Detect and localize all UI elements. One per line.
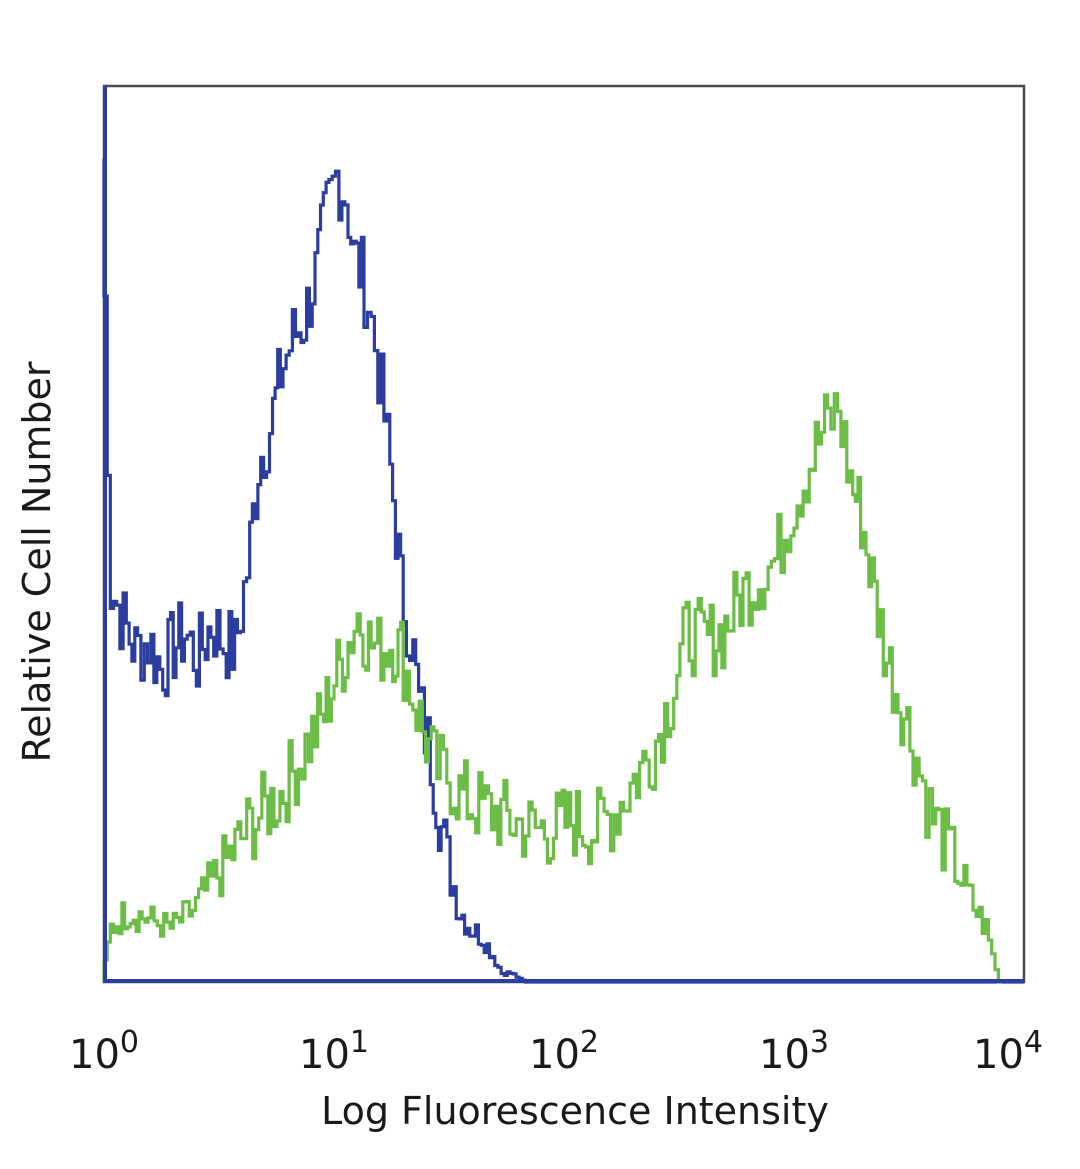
x-tick-labels: 100 101 102 103 104 bbox=[69, 1025, 1043, 1078]
x-tick-label: 100 bbox=[69, 1025, 139, 1078]
plot-frame bbox=[102, 84, 1026, 984]
y-axis-title: Relative Cell Number bbox=[15, 361, 59, 762]
histogram-series-2 bbox=[102, 392, 1002, 984]
x-tick-label: 104 bbox=[973, 1025, 1043, 1078]
x-tick-label: 103 bbox=[759, 1025, 829, 1078]
x-tick-label: 101 bbox=[299, 1025, 369, 1078]
x-tick-label: 102 bbox=[529, 1025, 599, 1078]
x-axis-title: Log Fluorescence Intensity bbox=[321, 1089, 829, 1133]
